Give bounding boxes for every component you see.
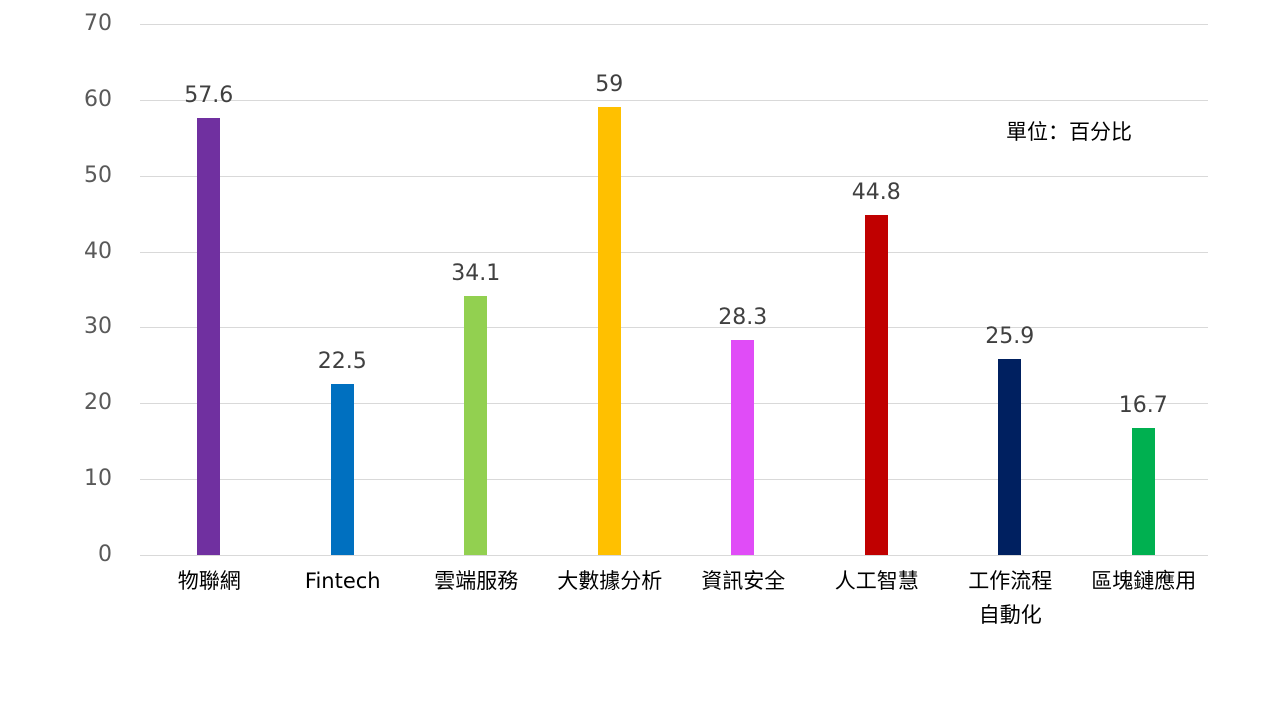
gridline — [140, 479, 1208, 480]
bar — [597, 107, 621, 555]
x-tick-label: 人工智慧 — [834, 569, 919, 593]
data-label: 34.1 — [451, 261, 501, 287]
x-tick-label: 雲端服務 — [434, 569, 519, 593]
bar — [864, 215, 888, 555]
data-label: 28.3 — [718, 305, 768, 331]
x-tick-label: 工作流程 自動化 — [968, 569, 1053, 627]
data-label: 59 — [595, 72, 624, 98]
unit-annotation: 單位：百分比 — [1006, 120, 1132, 144]
y-tick-label: 70 — [84, 11, 112, 36]
y-tick-label: 60 — [84, 86, 112, 112]
data-label: 16.7 — [1118, 393, 1168, 419]
bar — [998, 358, 1022, 555]
bar — [330, 384, 354, 555]
y-tick-label: 10 — [84, 466, 112, 492]
data-label: 25.9 — [985, 323, 1035, 349]
gridline — [140, 327, 1208, 328]
gridline — [140, 403, 1208, 404]
bar — [197, 118, 221, 555]
x-tick-label: 物聯網 — [177, 569, 241, 593]
y-tick-label: 50 — [84, 162, 112, 188]
y-tick-label: 40 — [84, 238, 112, 264]
gridline — [140, 100, 1208, 101]
gridline — [140, 176, 1208, 177]
y-tick-label: 30 — [84, 314, 112, 340]
y-tick-label: 20 — [84, 390, 112, 416]
gridline — [140, 24, 1208, 25]
y-tick-label: 0 — [98, 542, 112, 567]
x-tick-label: 資訊安全 — [701, 569, 786, 593]
gridline — [140, 252, 1208, 253]
data-label: 22.5 — [317, 349, 367, 375]
x-tick-label: 區塊鏈應用 — [1091, 569, 1197, 593]
bar — [731, 340, 755, 555]
x-tick-label: Fintech — [304, 569, 381, 593]
x-axis-line — [140, 555, 1208, 556]
bar — [1131, 428, 1155, 555]
data-label: 57.6 — [184, 83, 234, 109]
x-tick-label: 大數據分析 — [557, 569, 663, 593]
data-label: 44.8 — [851, 180, 901, 206]
bar — [464, 296, 488, 555]
